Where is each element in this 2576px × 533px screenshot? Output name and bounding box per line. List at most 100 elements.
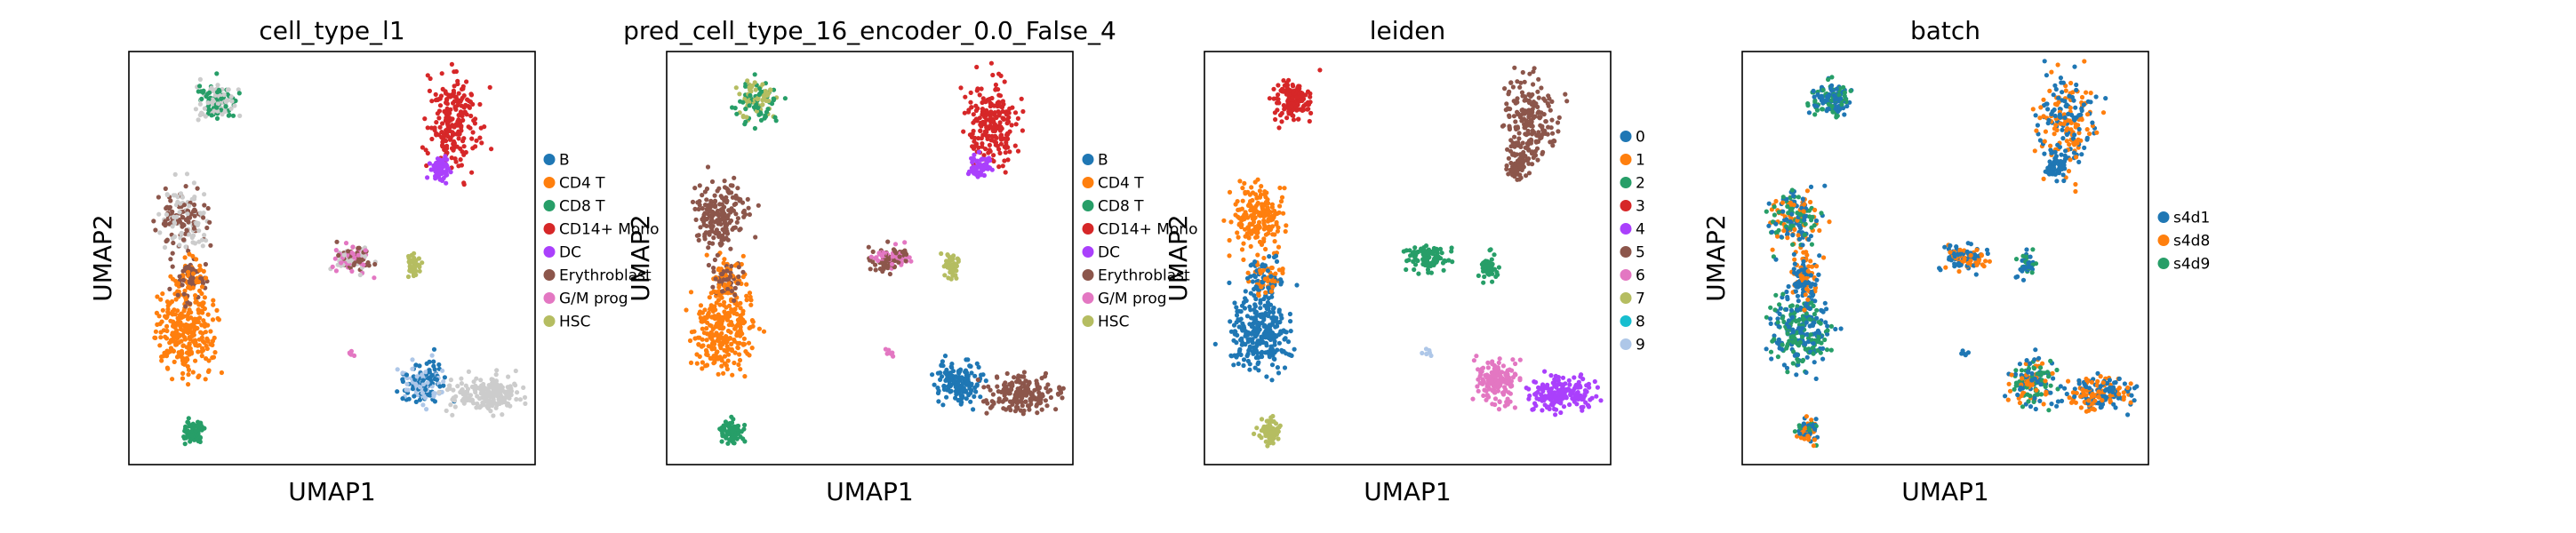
data-point — [992, 128, 997, 133]
data-point — [443, 154, 448, 159]
data-point — [1811, 88, 1816, 93]
data-point — [2045, 121, 2051, 126]
data-point — [1404, 248, 1409, 253]
data-point — [1492, 252, 1497, 258]
data-point — [1247, 322, 1252, 327]
data-point — [1253, 355, 1259, 361]
data-point — [980, 144, 985, 149]
data-point — [1531, 82, 1536, 87]
data-point — [196, 319, 201, 324]
data-point — [190, 285, 196, 290]
data-point — [1281, 211, 1286, 216]
data-point — [715, 252, 720, 258]
data-point — [1272, 342, 1277, 347]
data-point — [720, 431, 725, 436]
data-point — [755, 97, 761, 102]
data-point — [178, 201, 183, 206]
data-point — [2058, 76, 2063, 81]
data-point — [1285, 339, 1292, 345]
data-point — [191, 321, 196, 326]
data-point — [215, 101, 220, 107]
data-point — [1428, 260, 1435, 266]
data-point — [177, 274, 182, 279]
data-point — [732, 441, 737, 446]
data-point — [735, 345, 740, 350]
data-point — [698, 225, 703, 230]
data-point — [1242, 212, 1247, 218]
data-point — [1413, 250, 1419, 255]
data-point — [1308, 99, 1313, 105]
data-point — [459, 376, 464, 381]
data-point — [1504, 375, 1509, 380]
data-point — [717, 325, 723, 330]
data-point — [434, 132, 439, 138]
data-point — [513, 368, 518, 374]
data-point — [2068, 127, 2074, 132]
data-point — [1276, 307, 1282, 313]
data-point — [701, 214, 707, 220]
data-point — [1000, 399, 1005, 404]
data-point — [222, 109, 228, 115]
data-point — [888, 351, 893, 356]
data-point — [2038, 105, 2044, 110]
data-point — [1269, 202, 1275, 207]
data-point — [741, 336, 748, 341]
legend-marker — [543, 246, 556, 258]
data-point — [722, 211, 727, 217]
data-point — [953, 263, 958, 268]
data-point — [715, 349, 720, 354]
data-point — [954, 268, 959, 274]
data-point — [1828, 86, 1834, 91]
data-point — [753, 87, 758, 92]
data-point — [1034, 403, 1039, 409]
data-point — [2094, 130, 2100, 135]
data-point — [1291, 117, 1297, 123]
data-point — [333, 248, 339, 253]
legend-label: CD4 T — [1098, 175, 1144, 193]
data-point — [172, 330, 178, 335]
data-point — [948, 370, 954, 376]
data-point — [2055, 142, 2060, 147]
data-point — [1530, 109, 1535, 115]
data-point — [1450, 259, 1455, 265]
data-point — [1278, 277, 1284, 282]
data-point — [1300, 107, 1307, 113]
data-point — [372, 275, 377, 281]
data-point — [1026, 382, 1031, 388]
data-point — [199, 335, 204, 340]
data-point — [1056, 392, 1061, 397]
data-point — [1284, 115, 1290, 121]
data-point — [198, 89, 204, 94]
data-point — [993, 82, 998, 88]
y-axis-label: UMAP2 — [1164, 214, 1193, 302]
data-point — [1300, 98, 1305, 103]
data-point — [507, 395, 512, 401]
legend-label: G/M prog — [559, 290, 628, 308]
data-point — [1442, 258, 1447, 263]
data-point — [1270, 284, 1276, 290]
data-point — [948, 389, 953, 394]
data-point — [997, 120, 1003, 125]
data-point — [974, 163, 980, 169]
data-point — [431, 393, 436, 398]
data-point — [1261, 255, 1267, 261]
data-point — [1546, 93, 1551, 99]
data-point — [724, 276, 731, 282]
data-point — [1239, 336, 1244, 341]
data-point — [1212, 341, 1218, 346]
data-point — [1015, 115, 1020, 121]
data-point — [1523, 131, 1528, 137]
data-point — [177, 210, 182, 215]
data-point — [702, 236, 708, 242]
data-point — [986, 155, 992, 161]
data-point — [1004, 132, 1010, 138]
data-point — [1239, 206, 1244, 211]
data-point — [1512, 65, 1517, 70]
data-point — [782, 96, 788, 101]
scatter-points — [151, 61, 528, 447]
data-point — [432, 399, 437, 404]
data-point — [1257, 433, 1262, 438]
data-point — [1592, 378, 1597, 385]
data-point — [2079, 94, 2085, 100]
